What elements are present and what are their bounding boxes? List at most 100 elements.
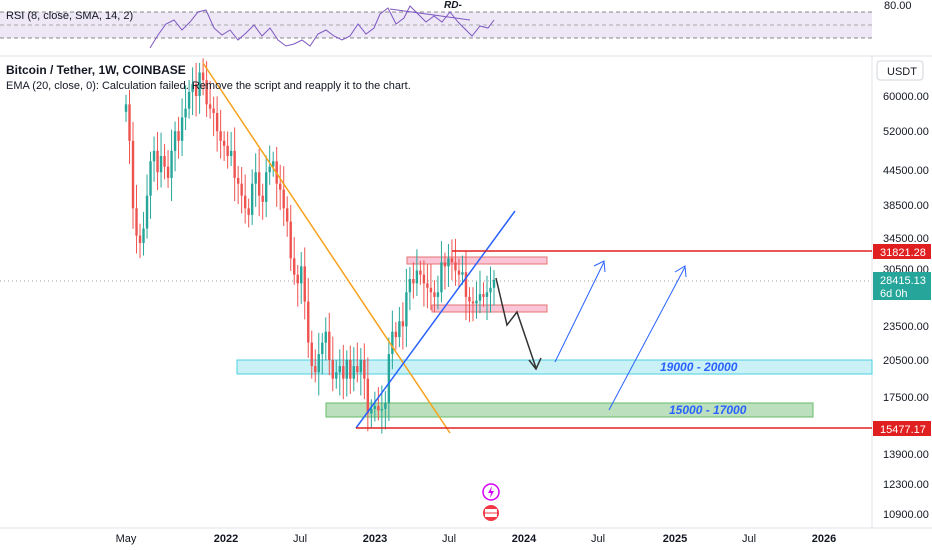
zone-pink-bottom[interactable] xyxy=(431,304,548,313)
rsi-pane: RSI (8, close, SMA, 14, 2) RD- 80.00 xyxy=(0,0,912,49)
candle-body xyxy=(212,108,215,113)
candle-body xyxy=(180,117,184,141)
time-tick-label: Jul xyxy=(293,533,307,545)
time-tick-label: Jul xyxy=(442,533,456,545)
candle-body xyxy=(135,208,138,236)
arrow-up-2[interactable] xyxy=(608,266,686,411)
candle-body xyxy=(124,104,128,112)
candle-body xyxy=(307,301,310,343)
time-tick-label: 2025 xyxy=(663,533,687,545)
zone-cyan[interactable] xyxy=(236,359,873,375)
candle-body xyxy=(349,360,352,379)
candle-body xyxy=(152,150,156,162)
price-tick-label: 52000.00 xyxy=(883,126,929,138)
zone-green[interactable] xyxy=(325,402,814,418)
candle-body xyxy=(454,262,457,271)
candle-body xyxy=(226,145,229,157)
arrow-up-2-head xyxy=(674,265,687,278)
candle-body xyxy=(464,272,468,297)
candle-body xyxy=(321,342,324,355)
time-tick-label: 2024 xyxy=(512,533,537,545)
candle-body xyxy=(370,408,373,414)
candle-body xyxy=(342,366,345,379)
candle-body xyxy=(331,360,334,379)
candle-body xyxy=(408,279,412,293)
rsi-divergence-line xyxy=(389,8,471,21)
time-tick-label: Jul xyxy=(742,533,756,545)
candle-body xyxy=(233,150,236,178)
candle-body xyxy=(405,292,408,327)
candle-body xyxy=(131,140,135,209)
candle-body xyxy=(142,228,145,243)
candle-body xyxy=(363,360,366,379)
candle-body xyxy=(156,150,159,173)
candle-body xyxy=(222,140,226,146)
arrow-up-1[interactable] xyxy=(554,261,605,363)
support-marker: 15477.17 xyxy=(873,421,931,436)
candle-body xyxy=(398,321,401,338)
candle-body xyxy=(247,208,250,215)
candle-body xyxy=(391,331,394,355)
candle-body xyxy=(289,221,292,259)
candle-body xyxy=(184,108,187,118)
candle-body xyxy=(268,166,271,173)
candle-body xyxy=(373,406,377,409)
candle-body xyxy=(447,258,450,267)
resistance-marker: 31821.28 xyxy=(873,244,931,259)
candle-body xyxy=(482,294,485,297)
candle-body xyxy=(293,258,296,275)
candle-body xyxy=(422,274,426,284)
candle-body xyxy=(177,131,180,141)
candle-body xyxy=(159,156,163,173)
candle-body xyxy=(254,172,257,184)
currency-badge[interactable]: USDT xyxy=(876,60,924,81)
candle-body xyxy=(450,258,454,263)
candle-body xyxy=(229,150,233,157)
candle-body xyxy=(475,300,478,304)
ema-status: EMA (20, close, 0): Calculation failed. … xyxy=(6,80,411,92)
price-tick-label: 17500.00 xyxy=(883,392,929,404)
candle-body xyxy=(317,354,320,373)
zones: 19000 - 20000 15000 - 17000 xyxy=(236,256,873,418)
candle-body xyxy=(387,354,391,404)
price-axis[interactable]: 60000.00 52000.00 44500.00 38500.00 34500.00… xyxy=(883,91,929,521)
trendline-down[interactable] xyxy=(202,62,451,434)
candle-body xyxy=(471,301,475,304)
candle-body xyxy=(352,366,356,379)
candle-body xyxy=(485,292,489,297)
candle-body xyxy=(187,91,191,109)
candle-body xyxy=(443,262,447,267)
time-axis[interactable]: May 2022 Jul 2023 Jul 2024 Jul 2025 Jul 2026 xyxy=(116,533,837,545)
projection-path[interactable] xyxy=(495,277,537,369)
candle-body xyxy=(149,161,152,196)
candle-body xyxy=(338,366,341,373)
candle-body xyxy=(328,331,331,360)
current-price-marker: 28415.13 6d 0h xyxy=(873,272,931,300)
zone-label-green: 15000 - 17000 xyxy=(669,403,747,417)
candle-body xyxy=(492,279,496,288)
candle-body xyxy=(166,166,170,178)
candle-body xyxy=(243,195,247,209)
candle-body xyxy=(272,161,275,167)
currency-label: USDT xyxy=(887,66,917,78)
time-tick-label: Jul xyxy=(591,533,605,545)
candle-body xyxy=(436,292,440,297)
candle-body xyxy=(461,272,464,275)
candle-body xyxy=(173,131,177,151)
candle-body xyxy=(264,172,268,202)
candle-body xyxy=(415,270,419,284)
candle-body xyxy=(194,84,198,96)
candle-body xyxy=(377,406,380,411)
trendline-up[interactable] xyxy=(355,210,516,429)
candle-body xyxy=(401,321,405,327)
candle-body xyxy=(366,378,370,414)
candle-body xyxy=(412,279,415,284)
zone-label-cyan: 19000 - 20000 xyxy=(660,360,738,374)
candle-body xyxy=(250,183,254,215)
candle-body xyxy=(215,112,219,132)
rsi-level-label: 80.00 xyxy=(884,0,912,12)
rsi-label: RSI (8, close, SMA, 14, 2) xyxy=(6,10,133,22)
price-tick-label: 10900.00 xyxy=(883,509,929,521)
price-tick-label: 20500.00 xyxy=(883,355,929,367)
